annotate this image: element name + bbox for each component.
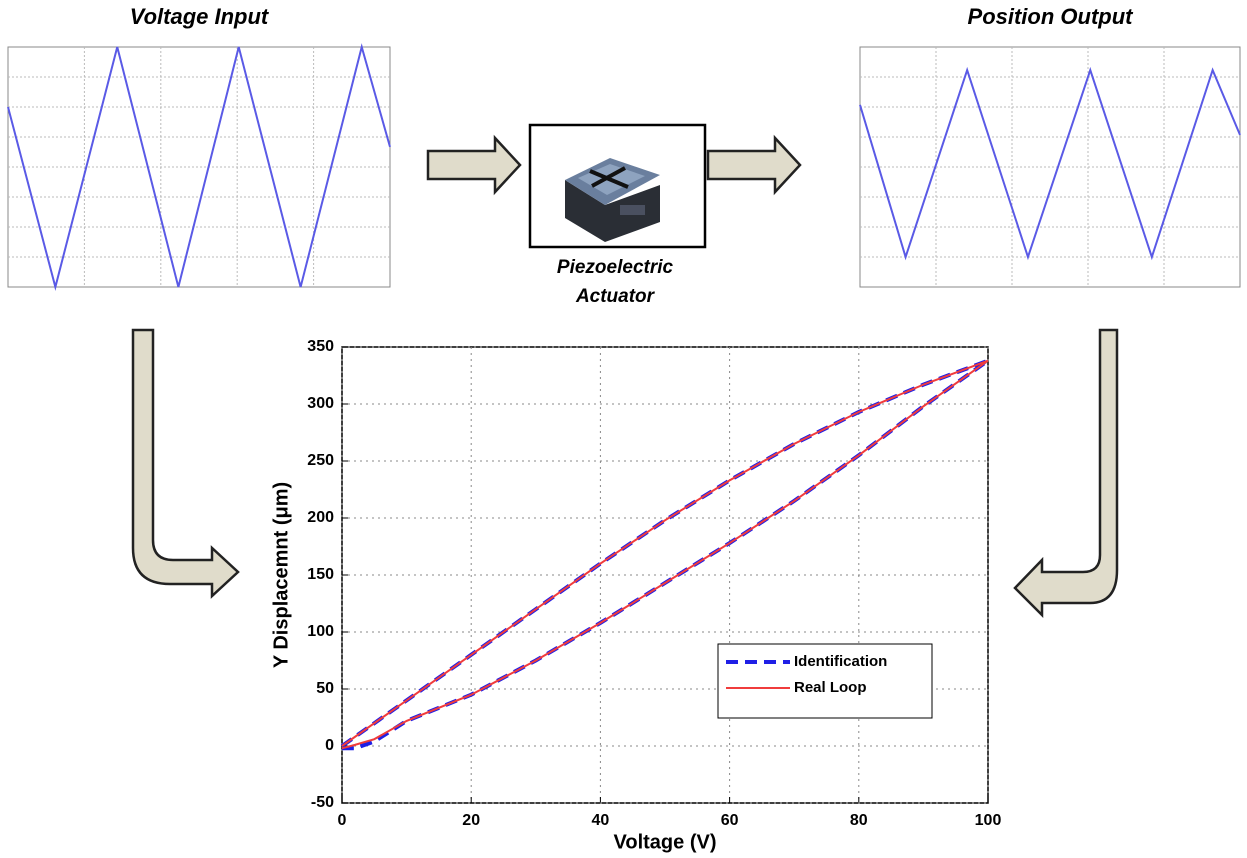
y-tick-label: 300 [307,395,334,412]
arrow [131,328,240,599]
y-tick-label: 100 [307,623,334,640]
x-tick-label: 20 [462,812,480,829]
y-tick-label: 350 [307,338,334,355]
arrow [706,134,802,196]
arrow [426,134,522,196]
actuator-icon [565,158,660,242]
y-tick-label: 0 [325,737,334,754]
x-tick-label: 0 [338,812,347,829]
series-line [859,66,1241,261]
legend-box [717,643,933,719]
x-axis-label: Voltage (V) [614,831,717,853]
plot-area [7,46,391,288]
chart-title: Position Output [968,4,1135,29]
x-tick-label: 40 [592,812,610,829]
legend-label: Identification [794,653,887,670]
actuator-label: Piezoelectric [557,257,674,278]
y-tick-label: -50 [311,794,334,811]
actuator-label: Actuator [575,286,656,307]
arrow [1013,328,1119,619]
x-tick-label: 60 [721,812,739,829]
y-tick-label: 250 [307,452,334,469]
legend-label: Real Loop [794,679,867,696]
y-tick-label: 50 [316,680,334,697]
x-tick-label: 100 [975,812,1002,829]
y-tick-label: 150 [307,566,334,583]
series-line [7,43,391,291]
y-axis-label: Y Displacemnt (μm) [270,482,292,668]
y-tick-label: 200 [307,509,334,526]
series-line [341,359,989,750]
chart-title: Voltage Input [130,4,270,29]
x-tick-label: 80 [850,812,868,829]
